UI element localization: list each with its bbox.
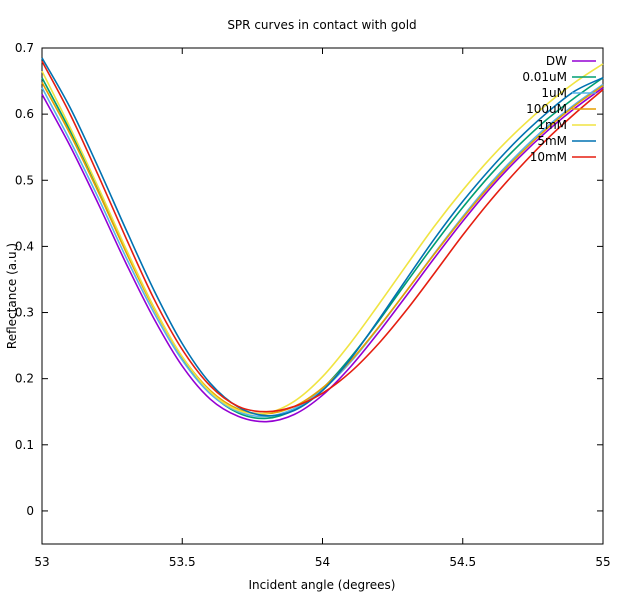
- legend: DW 0.01uM 1uM 100uM 1mM 5mM 10mM: [522, 54, 596, 164]
- y-tick-label: 0.7: [15, 41, 34, 55]
- y-tick-label: 0.4: [15, 239, 34, 253]
- x-tick-label: 53.5: [169, 555, 196, 569]
- y-axis-ticks: 0 0.1 0.2 0.3 0.4 0.5 0.6 0.7: [15, 41, 603, 518]
- x-tick-label: 54: [315, 555, 330, 569]
- x-axis-ticks: 53 53.5 54 54.5 55: [34, 48, 611, 569]
- x-tick-label: 54.5: [449, 555, 476, 569]
- legend-label: 1mM: [537, 118, 567, 132]
- x-tick-label: 53: [34, 555, 49, 569]
- x-tick-label: 55: [595, 555, 610, 569]
- series-line-1mm: [41, 63, 604, 415]
- series-line-dw: [41, 87, 604, 423]
- legend-label: 0.01uM: [522, 70, 567, 84]
- legend-label: DW: [546, 54, 567, 68]
- x-axis-label: Incident angle (degrees): [249, 578, 396, 592]
- chart-title: SPR curves in contact with gold: [227, 18, 416, 32]
- y-tick-label: 0.3: [15, 306, 34, 320]
- plot-frame: [41, 47, 604, 545]
- plot-border: [41, 47, 604, 545]
- legend-label: 100uM: [526, 102, 567, 116]
- legend-label: 5mM: [537, 134, 567, 148]
- y-tick-label: 0.1: [15, 438, 34, 452]
- y-axis-label: Reflectance (a.u.): [5, 243, 19, 349]
- y-tick-label: 0.6: [15, 107, 34, 121]
- series-line-5mm: [41, 57, 604, 417]
- legend-label: 10mM: [530, 150, 567, 164]
- legend-label: 1uM: [541, 86, 567, 100]
- series-lines: [41, 57, 604, 423]
- y-tick-label: 0.2: [15, 372, 34, 386]
- y-tick-label: 0: [26, 504, 34, 518]
- y-tick-label: 0.5: [15, 173, 34, 187]
- series-line-100um: [41, 82, 604, 415]
- series-line-10mm: [41, 60, 604, 413]
